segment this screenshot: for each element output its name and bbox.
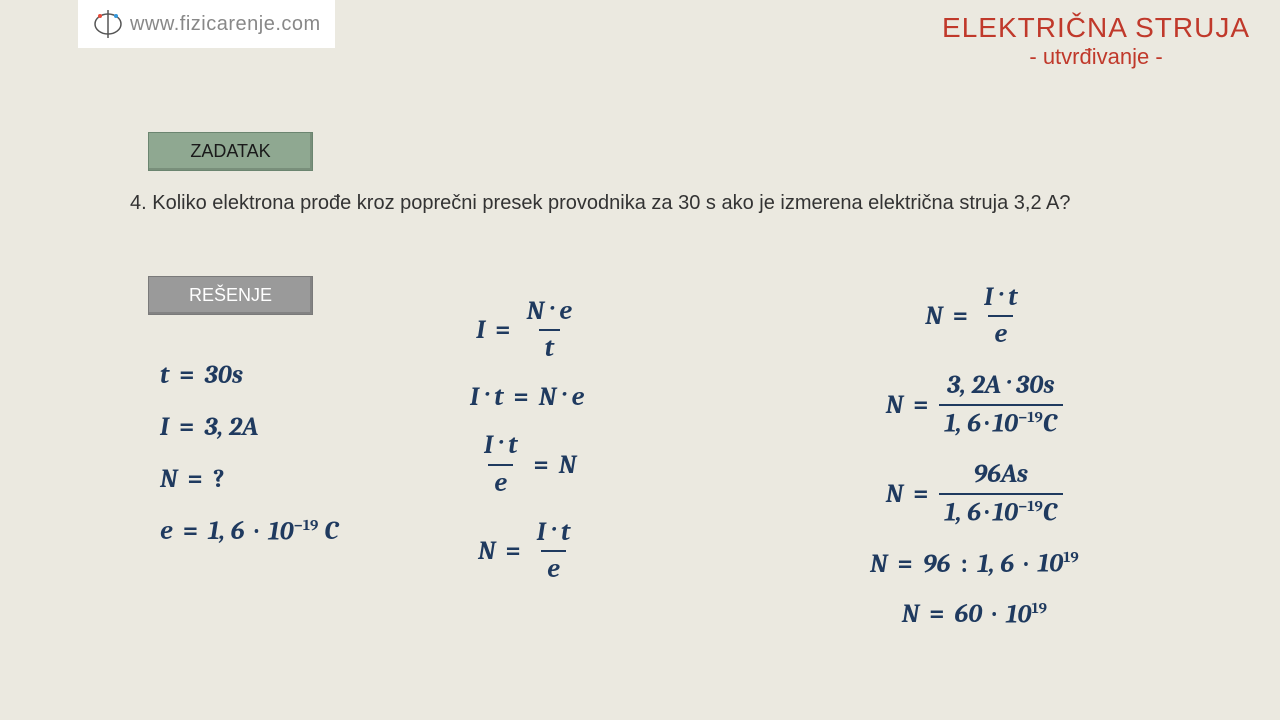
- deriv-step3: I · te =N: [478, 430, 576, 498]
- given-N: N=?: [160, 464, 338, 494]
- badge-zadatak: ZADATAK: [148, 132, 313, 171]
- deriv-step1: I= N · et: [476, 296, 578, 364]
- given-e: e=1, 6·10−19C: [160, 516, 338, 547]
- deriv-step4: N= I · te: [478, 517, 576, 585]
- problem-statement: 4. Koliko elektrona prođe kroz poprečni …: [130, 192, 1220, 215]
- badge-resenje: REŠENJE: [148, 276, 313, 315]
- sol-step2: N= 3, 2A · 30s 1, 6·10−19C: [886, 370, 1063, 439]
- sol-step3: N= 96As 1, 6·10−19C: [886, 459, 1063, 528]
- logo-text: www.fizicarenje.com: [130, 13, 321, 36]
- logo-box: www.fizicarenje.com: [78, 0, 335, 48]
- solution-column: N= I · te N= 3, 2A · 30s 1, 6·10−19C N= …: [870, 282, 1079, 630]
- derivation-column: I= N · et I · t=N · e I · te =N N= I · t…: [470, 296, 584, 585]
- page-subtitle: - utvrđivanje -: [942, 44, 1250, 70]
- deriv-step2: I · t=N · e: [470, 382, 584, 412]
- given-t: t=30s: [160, 360, 338, 390]
- page-header: ELEKTRIČNA STRUJA - utvrđivanje -: [942, 12, 1250, 70]
- sol-step1: N= I · te: [925, 282, 1023, 350]
- phi-logo-icon: [92, 8, 124, 40]
- sol-step5: N= 60·1019: [902, 599, 1047, 630]
- page-title: ELEKTRIČNA STRUJA: [942, 12, 1250, 44]
- given-I: I=3, 2A: [160, 412, 338, 442]
- sol-step4: N= 96:1, 6·1019: [870, 548, 1079, 579]
- given-column: t=30s I=3, 2A N=? e=1, 6·10−19C: [160, 360, 338, 547]
